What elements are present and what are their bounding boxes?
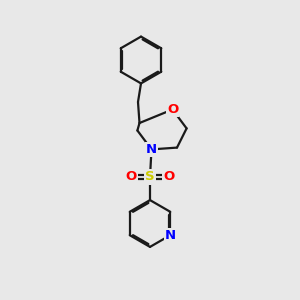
Text: O: O (167, 103, 178, 116)
Text: S: S (145, 170, 155, 184)
Text: O: O (126, 170, 137, 184)
Text: N: N (165, 229, 176, 242)
Text: N: N (146, 143, 157, 156)
Text: O: O (163, 170, 174, 184)
